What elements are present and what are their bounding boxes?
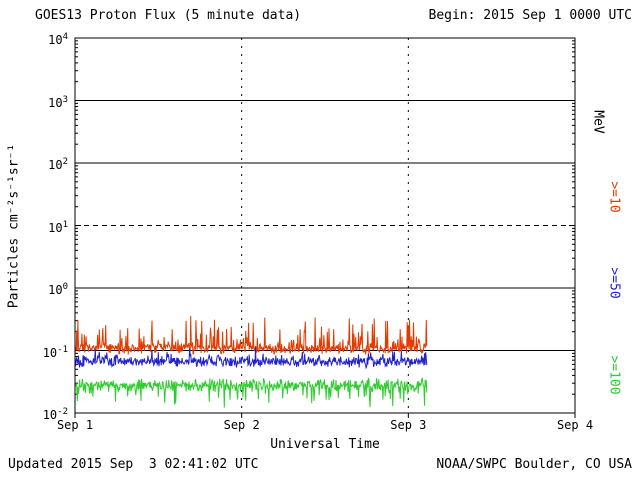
chart-title: GOES13 Proton Flux (5 minute data) <box>35 8 302 23</box>
plot-frame <box>74 37 576 414</box>
x-tick-label: Sep 4 <box>556 418 594 432</box>
x-tick-label: Sep 2 <box>223 418 260 432</box>
series-ge50MeV <box>74 346 428 370</box>
y-tick-label: 102 <box>48 157 68 172</box>
series-label-ge100MeV: >=100 <box>606 355 622 395</box>
x-tick-label: Sep 3 <box>390 418 427 432</box>
y-tick-label: 103 <box>48 94 68 110</box>
series-label-ge50MeV: >=50 <box>606 267 622 299</box>
noaa-credit: NOAA/SWPC Boulder, CO USA <box>436 457 632 472</box>
y-tick-label: 101 <box>48 219 68 235</box>
y-tick-label: 100 <box>48 282 68 297</box>
y-tick-label: 10-2 <box>42 407 68 422</box>
x-axis-title: Universal Time <box>270 437 380 452</box>
series-label-ge10MeV: >=10 <box>606 181 622 213</box>
updated-timestamp: Updated 2015 Sep 3 02:41:02 UTC <box>8 457 259 472</box>
begin-time-label: Begin: 2015 Sep 1 0000 UTC <box>428 8 633 23</box>
y-tick-label: 10-1 <box>42 344 68 360</box>
series-ge100MeV <box>74 377 428 408</box>
y-tick-label: 104 <box>48 32 68 47</box>
series-ge10MeV <box>74 315 428 356</box>
x-tick-label: Sep 1 <box>56 418 94 432</box>
mev-units-label: MeV <box>590 110 606 134</box>
